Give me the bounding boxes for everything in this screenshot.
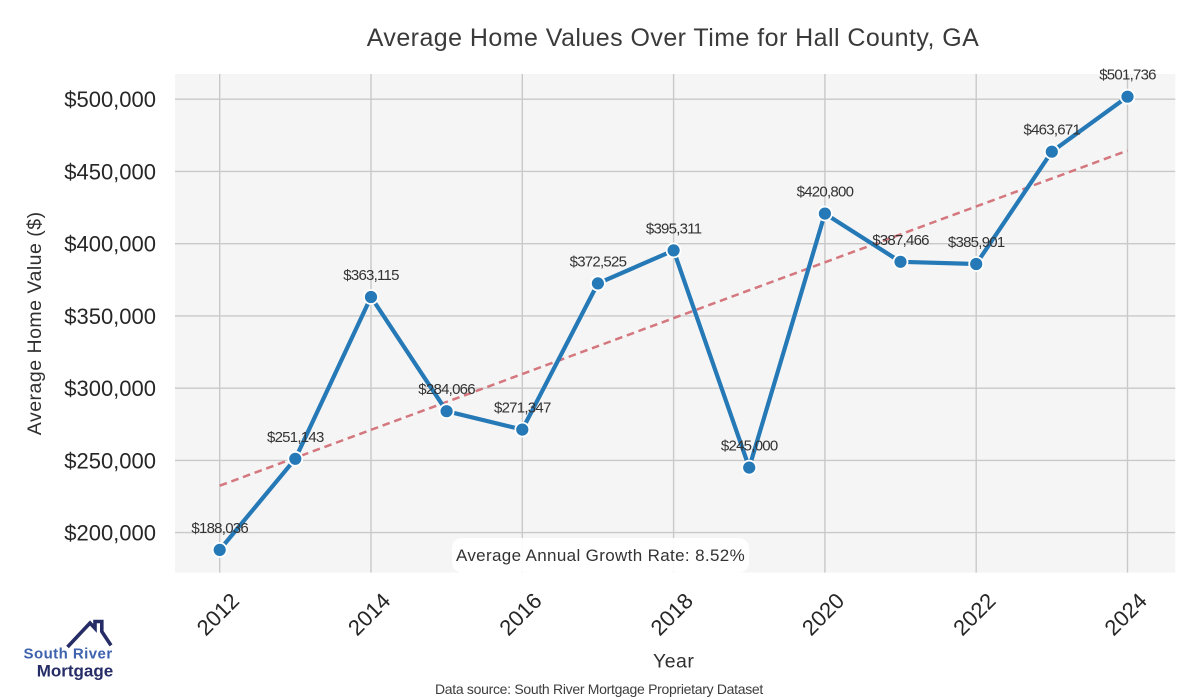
svg-text:$350,000: $350,000	[64, 304, 156, 329]
svg-text:$363,115: $363,115	[343, 267, 399, 284]
svg-text:$463,671: $463,671	[1024, 122, 1081, 139]
svg-text:Average Annual Growth Rate: 8.: Average Annual Growth Rate: 8.52%	[456, 546, 745, 565]
svg-text:$372,525: $372,525	[570, 253, 627, 270]
svg-text:$284,066: $284,066	[418, 381, 475, 398]
svg-text:$188,036: $188,036	[191, 520, 248, 537]
svg-text:Data source: South River Mortg: Data source: South River Mortgage Propri…	[435, 681, 763, 697]
svg-text:Mortgage: Mortgage	[37, 662, 114, 681]
svg-text:$200,000: $200,000	[64, 521, 156, 546]
svg-text:$300,000: $300,000	[64, 376, 156, 401]
svg-text:$385,901: $385,901	[948, 234, 1005, 251]
svg-text:$251,143: $251,143	[267, 429, 324, 446]
svg-text:$387,466: $387,466	[872, 232, 929, 249]
svg-text:$395,311: $395,311	[646, 220, 702, 237]
svg-text:$500,000: $500,000	[64, 87, 156, 112]
svg-text:$420,800: $420,800	[797, 184, 854, 201]
svg-text:$501,736: $501,736	[1099, 67, 1156, 84]
svg-text:South River: South River	[24, 646, 113, 663]
svg-text:Average Home Value ($): Average Home Value ($)	[24, 211, 46, 435]
svg-text:Year: Year	[653, 651, 694, 673]
svg-text:$400,000: $400,000	[64, 232, 156, 257]
svg-text:$245,000: $245,000	[721, 438, 778, 455]
svg-text:$271,347: $271,347	[494, 400, 551, 417]
svg-text:$250,000: $250,000	[64, 448, 156, 473]
svg-text:Average Home Values Over Time: Average Home Values Over Time for Hall C…	[367, 24, 980, 52]
svg-text:$450,000: $450,000	[64, 159, 156, 184]
